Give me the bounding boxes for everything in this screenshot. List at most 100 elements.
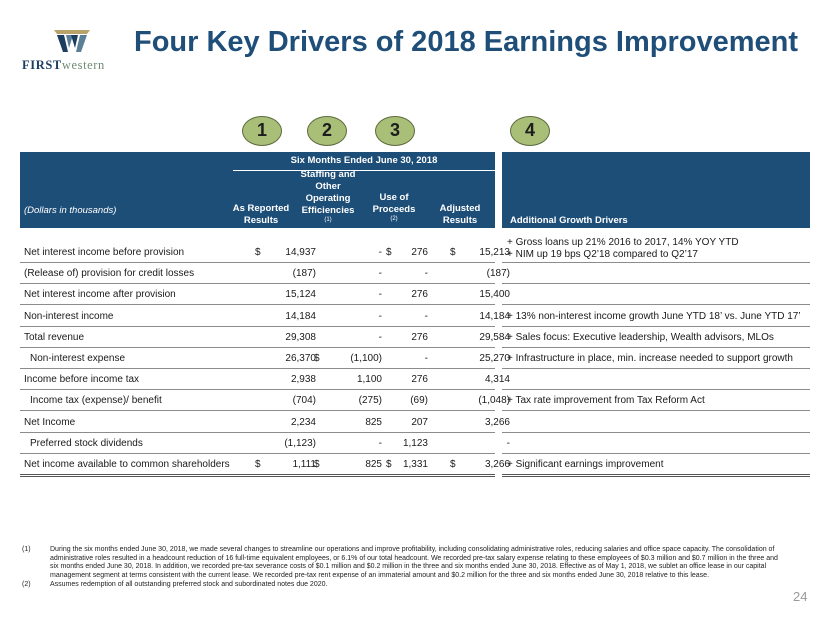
row-label: Preferred stock dividends bbox=[30, 437, 143, 449]
use-of-proceeds-value: 1,331 bbox=[402, 459, 428, 470]
efficiencies-value: - bbox=[378, 247, 382, 258]
currency-symbol: $ bbox=[314, 353, 320, 364]
currency-symbol: $ bbox=[450, 459, 456, 470]
efficiencies-value: (1,100) bbox=[350, 353, 382, 364]
row-divider bbox=[20, 452, 495, 454]
table-row: Net Income 2,234 825 207 3,266 bbox=[20, 413, 810, 434]
row-label: Net income available to common sharehold… bbox=[24, 459, 230, 470]
row-divider bbox=[20, 474, 495, 477]
row-divider bbox=[502, 410, 810, 412]
use-of-proceeds-value: - bbox=[424, 353, 428, 364]
currency-symbol: $ bbox=[450, 247, 456, 258]
efficiencies-value: - bbox=[378, 268, 382, 280]
efficiencies-value: 825 bbox=[365, 416, 382, 428]
adjusted-value: (187) bbox=[486, 268, 510, 280]
table-row: (Release of) provision for credit losses… bbox=[20, 264, 810, 285]
row-divider bbox=[502, 368, 810, 369]
use-of-proceeds-value: 276 bbox=[411, 289, 428, 301]
table-header: Six Months Ended June 30, 2018 (Dollars … bbox=[20, 152, 495, 228]
as-reported-value: 2,938 bbox=[290, 374, 316, 386]
use-of-proceeds-value: 276 bbox=[411, 247, 428, 258]
row-divider bbox=[20, 325, 495, 327]
row-divider bbox=[20, 262, 495, 263]
efficiencies-value: 825 bbox=[365, 459, 382, 470]
row-divider bbox=[502, 304, 810, 306]
logo-text: FIRSTwestern bbox=[22, 58, 105, 72]
adjusted-value: 25,270 bbox=[479, 353, 510, 364]
growth-driver-note: + NIM up 19 bps Q2’18 compared to Q2’17 bbox=[507, 249, 698, 260]
row-label: Income tax (expense)/ benefit bbox=[30, 395, 162, 407]
use-of-proceeds-value: 207 bbox=[411, 416, 428, 428]
growth-driver-note: + Gross loans up 21% 2016 to 2017, 14% Y… bbox=[507, 237, 739, 248]
growth-drivers-title: Additional Growth Drivers bbox=[510, 215, 628, 226]
as-reported-value: (187) bbox=[292, 268, 316, 280]
efficiencies-value: 1,100 bbox=[356, 374, 382, 386]
use-of-proceeds-value: 1,123 bbox=[402, 437, 428, 449]
row-divider bbox=[20, 304, 495, 306]
adjusted-value: 15,213 bbox=[479, 247, 510, 258]
adjusted-value: 3,266 bbox=[484, 459, 510, 470]
company-logo: FIRSTwestern bbox=[22, 30, 124, 74]
column-header-use-of-proceeds: Use of Proceeds (2) bbox=[372, 192, 416, 222]
row-divider bbox=[20, 410, 495, 412]
row-divider bbox=[20, 431, 495, 433]
row-divider bbox=[502, 283, 810, 285]
footnote-1: (1) During the six months ended June 30,… bbox=[22, 546, 778, 579]
as-reported-value: 29,308 bbox=[285, 331, 316, 343]
row-divider bbox=[20, 346, 495, 348]
row-divider bbox=[502, 389, 810, 391]
row-divider bbox=[502, 452, 810, 454]
driver-badge-3: 3 bbox=[375, 116, 415, 146]
adjusted-value: 14,184 bbox=[479, 310, 510, 322]
row-divider bbox=[502, 431, 810, 433]
table-row: Non-interest expense 26,370 $ (1,100) - 25,27… bbox=[20, 349, 810, 370]
row-divider bbox=[502, 474, 810, 477]
row-label: Net Income bbox=[24, 416, 76, 428]
growth-driver-note: + Sales focus: Executive leadership, Wea… bbox=[507, 331, 774, 343]
adjusted-value: 4,314 bbox=[484, 374, 510, 386]
use-of-proceeds-value: (69) bbox=[410, 395, 428, 407]
growth-driver-note: + 13% non-interest income growth June YT… bbox=[507, 310, 801, 322]
as-reported-value: 26,370 bbox=[285, 353, 316, 364]
row-label: (Release of) provision for credit losses bbox=[24, 268, 195, 280]
table-row: Income tax (expense)/ benefit (704) (275) (… bbox=[20, 391, 810, 412]
row-divider bbox=[502, 346, 810, 348]
as-reported-value: 2,234 bbox=[290, 416, 316, 428]
use-of-proceeds-value: 276 bbox=[411, 374, 428, 386]
unit-label: (Dollars in thousands) bbox=[24, 205, 117, 216]
as-reported-value: 15,124 bbox=[285, 289, 316, 301]
use-of-proceeds-value: - bbox=[424, 310, 428, 322]
efficiencies-value: - bbox=[378, 289, 382, 301]
adjusted-value: 29,584 bbox=[479, 331, 510, 343]
column-header-as-reported: As Reported Results bbox=[232, 203, 290, 226]
row-divider bbox=[502, 262, 810, 263]
row-label: Non-interest expense bbox=[30, 353, 126, 364]
table-row: Income before income tax 2,938 1,100 276 4,3… bbox=[20, 370, 810, 391]
driver-badge-2: 2 bbox=[307, 116, 347, 146]
as-reported-value: 14,937 bbox=[285, 247, 316, 258]
currency-symbol: $ bbox=[314, 459, 320, 470]
footnotes: (1) During the six months ended June 30,… bbox=[22, 546, 782, 591]
table-row: Net interest income after provision 15,12… bbox=[20, 285, 810, 306]
efficiencies-value: - bbox=[378, 437, 382, 449]
period-header: Six Months Ended June 30, 2018 bbox=[233, 155, 495, 171]
row-label: Non-interest income bbox=[24, 310, 114, 322]
use-of-proceeds-value: - bbox=[424, 268, 428, 280]
efficiencies-value: - bbox=[378, 310, 382, 322]
growth-drivers-header: Additional Growth Drivers bbox=[502, 152, 810, 228]
currency-symbol: $ bbox=[386, 247, 392, 258]
adjusted-value: 15,400 bbox=[479, 289, 510, 301]
currency-symbol: $ bbox=[255, 247, 261, 258]
driver-badge-4: 4 bbox=[510, 116, 550, 146]
table-row: Total revenue 29,308 - 276 29,584 + Sales foc… bbox=[20, 328, 810, 349]
table-row: Non-interest income 14,184- -14,184 + 13% n… bbox=[20, 307, 810, 328]
logo-mark-icon bbox=[54, 30, 90, 52]
efficiencies-value: - bbox=[378, 331, 382, 343]
row-divider bbox=[20, 283, 495, 285]
adjusted-value: 3,266 bbox=[484, 416, 510, 428]
currency-symbol: $ bbox=[386, 459, 392, 470]
as-reported-value: 14,184 bbox=[285, 310, 316, 322]
as-reported-value: (704) bbox=[292, 395, 316, 407]
row-label: Total revenue bbox=[24, 331, 85, 343]
row-divider bbox=[502, 325, 810, 327]
